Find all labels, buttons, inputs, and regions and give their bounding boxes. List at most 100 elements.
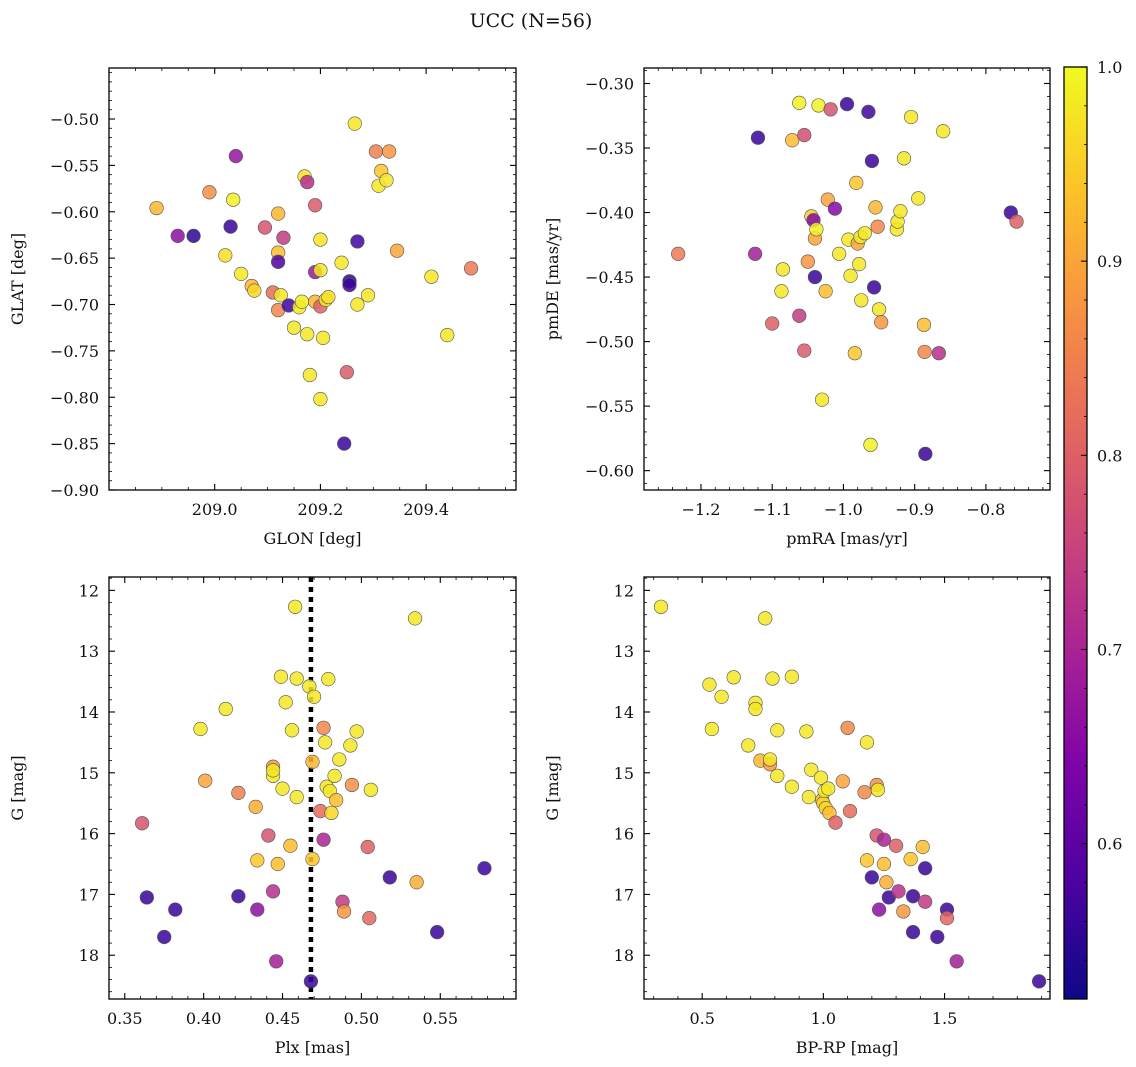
scatter-point: [430, 925, 445, 940]
y-tick-label: −0.35: [585, 139, 634, 158]
scatter-point: [276, 230, 291, 245]
scatter-point: [905, 925, 921, 940]
scatter-point: [879, 875, 894, 890]
scatter-point: [854, 293, 869, 308]
y-tick-label: 16: [614, 825, 634, 844]
y-tick-label: −0.80: [50, 388, 99, 407]
y-tick-label: −0.30: [585, 74, 634, 93]
y-tick-label: 18: [79, 946, 99, 965]
colorbar: 0.6 0.7 0.8 0.9 1.0: [1063, 58, 1122, 1000]
colorbar-tick-label: 0.9: [1097, 252, 1122, 271]
scatter-point: [350, 297, 365, 312]
y-tick-label: −0.65: [50, 249, 99, 268]
x-tick-label: 0.5: [689, 1009, 714, 1028]
scatter-point: [770, 768, 785, 783]
scatter-point: [349, 724, 364, 739]
scatter-point: [382, 870, 397, 885]
scatter-point: [342, 277, 357, 293]
scatter-point: [813, 770, 829, 785]
scatter-point: [864, 153, 880, 169]
scatter-point: [784, 779, 799, 794]
y-tick-label: −0.55: [50, 156, 99, 175]
x-tick-label: 209.0: [192, 500, 238, 519]
scatter-point: [332, 752, 347, 767]
scatter-point: [170, 228, 185, 243]
scatter-point: [308, 198, 323, 213]
scatter-point: [273, 669, 289, 684]
scatter-point: [949, 954, 964, 969]
x-tick-label: −0.8: [966, 500, 1005, 519]
scatter-point: [872, 902, 887, 917]
x-tick-label: −0.9: [895, 500, 934, 519]
scatter-point: [271, 206, 286, 221]
y-tick-label: 17: [614, 885, 634, 904]
scatter-point: [286, 320, 302, 335]
panel-pmra-pmde: −1.2 −1.1 −1.0 −0.9 −0.8 −0.60 −0.55 −0.50 −0.45…: [543, 67, 1051, 548]
scatter-point: [440, 328, 455, 343]
scatter-point: [792, 308, 807, 323]
scatter-point: [261, 828, 276, 843]
scatter-point: [818, 284, 833, 299]
scatter-point: [936, 124, 951, 139]
y-tick-label: −0.75: [50, 342, 99, 361]
x-tick-label: 0.45: [265, 1009, 301, 1028]
scatter-point: [368, 144, 384, 159]
scatter-point: [257, 220, 273, 235]
axes-frame: [108, 67, 517, 491]
scatter-point: [347, 116, 362, 131]
scatter-point: [750, 130, 766, 145]
panel-plx-g: 0.35 0.40 0.45 0.50 0.55 12 13 14 15 16 17 18 Plx [m…: [8, 576, 517, 1057]
scatter-point: [269, 954, 284, 969]
scatter-point: [202, 185, 217, 200]
x-tick-label: −1.1: [753, 500, 792, 519]
scatter-point: [849, 175, 864, 190]
x-axis-label: pmRA [mas/yr]: [786, 529, 908, 548]
scatter-point: [318, 735, 333, 750]
scatter-point: [228, 149, 243, 164]
scatter-point: [350, 234, 365, 249]
scatter-point: [265, 884, 281, 899]
scatter-point: [250, 902, 265, 917]
scatter-point: [702, 677, 717, 692]
scatter-point: [911, 191, 926, 206]
scatter-point: [785, 133, 800, 148]
scatter-point: [871, 302, 887, 317]
scatter-point: [809, 222, 824, 237]
x-tick-label: 1.0: [811, 1009, 836, 1028]
scatter-point: [1009, 214, 1024, 229]
scatter-point: [344, 777, 360, 793]
scatter-point: [821, 781, 836, 796]
y-tick-label: −0.55: [585, 397, 634, 416]
scatter-point: [315, 330, 331, 345]
scatter-point: [861, 104, 876, 119]
scatter-point: [835, 774, 850, 789]
scatter-point: [814, 392, 830, 407]
scatter-point: [904, 109, 919, 125]
scatter-point: [741, 738, 756, 753]
scatter-point: [915, 839, 930, 855]
scatter-point: [321, 289, 336, 305]
y-tick-label: −0.60: [50, 203, 99, 222]
scatter-point: [234, 266, 249, 281]
y-tick-label: −0.50: [585, 333, 634, 352]
scatter-point: [389, 243, 405, 258]
scatter-point: [823, 102, 838, 117]
scatter-point: [231, 889, 246, 904]
scatter-point: [149, 200, 164, 216]
scatter-point: [379, 173, 394, 188]
scatter-point: [360, 288, 376, 303]
scatter-point: [765, 316, 780, 331]
scatter-point: [876, 856, 892, 872]
scatter-point: [324, 805, 339, 821]
scatter-point: [893, 204, 908, 219]
scatter-point: [888, 838, 904, 853]
y-axis-label: G [mag]: [8, 755, 27, 820]
scatter-point: [186, 228, 201, 243]
scatter-point: [303, 974, 319, 989]
scatter-point: [839, 97, 855, 112]
scatter-point: [704, 721, 719, 737]
y-tick-label: 18: [614, 946, 634, 965]
scatter-point: [193, 721, 208, 737]
scatter-point: [250, 853, 265, 868]
x-tick-label: 0.35: [107, 1009, 143, 1028]
